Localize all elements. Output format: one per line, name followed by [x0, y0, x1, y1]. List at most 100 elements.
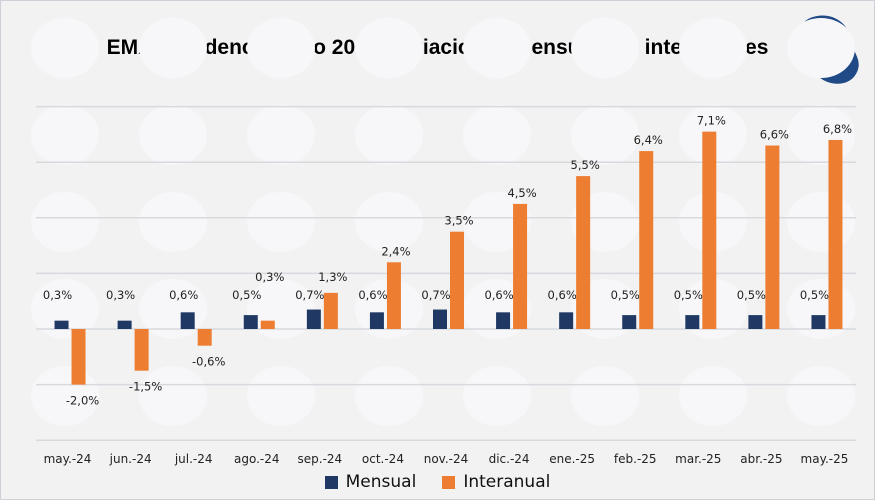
- data-label-interanual: 5,5%: [571, 158, 600, 172]
- data-label-interanual: -1,5%: [129, 380, 162, 394]
- bar-interanual: [513, 203, 528, 329]
- bar-mensual: [433, 309, 447, 329]
- bar-interanual: [197, 329, 212, 346]
- bar-mensual: [306, 309, 321, 329]
- data-label-mensual: 0,5%: [232, 288, 261, 302]
- legend-label-mensual: Mensual: [345, 472, 417, 492]
- x-tick-label: oct.-24: [362, 452, 404, 466]
- data-label-interanual: -2,0%: [66, 394, 99, 408]
- chart-plot: may.-24 0,3% -2,0% jun.-24 0,3% -1,5% jul.-24 0…: [31, 18, 856, 466]
- data-label-interanual: 2,4%: [381, 244, 410, 258]
- bar-interanual: [639, 151, 654, 329]
- bar-interanual: [134, 329, 149, 371]
- watermark-shape: [571, 105, 639, 165]
- watermark-shape: [355, 105, 423, 165]
- bar-mensual: [117, 320, 132, 329]
- x-tick-label: dic.-24: [489, 452, 530, 466]
- bar-mensual: [54, 320, 69, 329]
- watermark-shape: [139, 105, 207, 165]
- data-label-interanual: 6,4%: [634, 133, 663, 147]
- bar-interanual: [260, 320, 275, 329]
- watermark-shape: [355, 18, 423, 78]
- data-label-mensual: 0,3%: [106, 288, 135, 302]
- watermark-shape: [571, 18, 639, 78]
- x-tick-label: jul.-24: [174, 452, 213, 466]
- watermark-shape: [787, 192, 855, 252]
- watermark-shape: [679, 18, 747, 78]
- x-tick-label: ago.-24: [234, 452, 280, 466]
- bar-mensual: [243, 315, 258, 329]
- x-tick-label: abr.-25: [740, 452, 782, 466]
- data-label-mensual: 0,5%: [800, 288, 829, 302]
- bar-mensual: [748, 315, 763, 329]
- data-label-mensual: 0,7%: [421, 288, 450, 302]
- bar-interanual: [576, 176, 591, 329]
- bar-mensual: [811, 315, 826, 329]
- data-label-mensual: 0,5%: [611, 288, 640, 302]
- bar-interanual: [765, 145, 780, 329]
- data-label-mensual: 0,5%: [737, 288, 766, 302]
- bar-mensual: [369, 312, 384, 329]
- legend-item-mensual: Mensual: [324, 472, 417, 492]
- watermark-shape: [139, 192, 207, 252]
- data-label-interanual: 0,3%: [255, 270, 284, 284]
- watermark-shape: [463, 366, 531, 426]
- legend-swatch-interanual: [442, 475, 456, 489]
- bar-mensual: [180, 312, 195, 329]
- watermark-shape: [247, 366, 315, 426]
- bar-interanual: [828, 139, 843, 329]
- bar-interanual: [71, 329, 86, 385]
- legend: Mensual Interanual: [0, 472, 875, 492]
- x-tick-label: may.-25: [801, 452, 849, 466]
- watermark-shape: [787, 18, 855, 78]
- legend-swatch-mensual: [324, 475, 338, 489]
- data-label-interanual: 6,8%: [823, 122, 852, 136]
- x-tick-label: nov.-24: [424, 452, 469, 466]
- legend-item-interanual: Interanual: [442, 472, 550, 492]
- data-label-interanual: 7,1%: [697, 114, 726, 128]
- watermark-shape: [463, 105, 531, 165]
- data-label-mensual: 0,3%: [43, 288, 72, 302]
- data-label-interanual: -0,6%: [192, 355, 225, 369]
- bar-mensual: [622, 315, 637, 329]
- data-label-mensual: 0,6%: [548, 288, 577, 302]
- watermark-shape: [463, 18, 531, 78]
- legend-label-interanual: Interanual: [463, 472, 551, 492]
- bar-mensual: [559, 312, 574, 329]
- x-tick-label: ene.-25: [549, 452, 595, 466]
- watermark-shape: [247, 18, 315, 78]
- bar-interanual: [386, 262, 401, 329]
- watermark-shape: [139, 18, 207, 78]
- watermark-shape: [787, 366, 855, 426]
- data-label-mensual: 0,5%: [674, 288, 703, 302]
- watermark-shape: [679, 366, 747, 426]
- watermark-shape: [571, 366, 639, 426]
- x-tick-label: feb.-25: [614, 452, 657, 466]
- x-tick-label: jun.-24: [109, 452, 152, 466]
- bar-mensual: [496, 312, 511, 329]
- watermark-shape: [139, 366, 207, 426]
- watermark-shape: [31, 105, 99, 165]
- data-label-mensual: 0,7%: [295, 288, 324, 302]
- watermark-shape: [247, 105, 315, 165]
- data-label-interanual: 3,5%: [444, 214, 473, 228]
- bar-mensual: [685, 315, 700, 329]
- data-label-mensual: 0,6%: [484, 288, 513, 302]
- bar-interanual: [702, 131, 717, 329]
- data-label-mensual: 0,6%: [358, 288, 387, 302]
- watermark-shape: [247, 192, 315, 252]
- x-tick-label: sep.-24: [298, 452, 343, 466]
- x-tick-label: may.-24: [44, 452, 92, 466]
- watermark-shape: [355, 366, 423, 426]
- data-label-mensual: 0,6%: [169, 288, 198, 302]
- bar-interanual: [450, 231, 464, 329]
- bar-interanual: [323, 292, 338, 329]
- watermark-shape: [355, 192, 423, 252]
- x-tick-label: mar.-25: [675, 452, 721, 466]
- watermark-shape: [31, 192, 99, 252]
- data-label-interanual: 4,5%: [507, 186, 536, 200]
- data-label-interanual: 6,6%: [760, 128, 789, 142]
- watermark-shape: [31, 18, 99, 78]
- watermark-shape: [31, 279, 99, 339]
- data-label-interanual: 1,3%: [318, 270, 347, 284]
